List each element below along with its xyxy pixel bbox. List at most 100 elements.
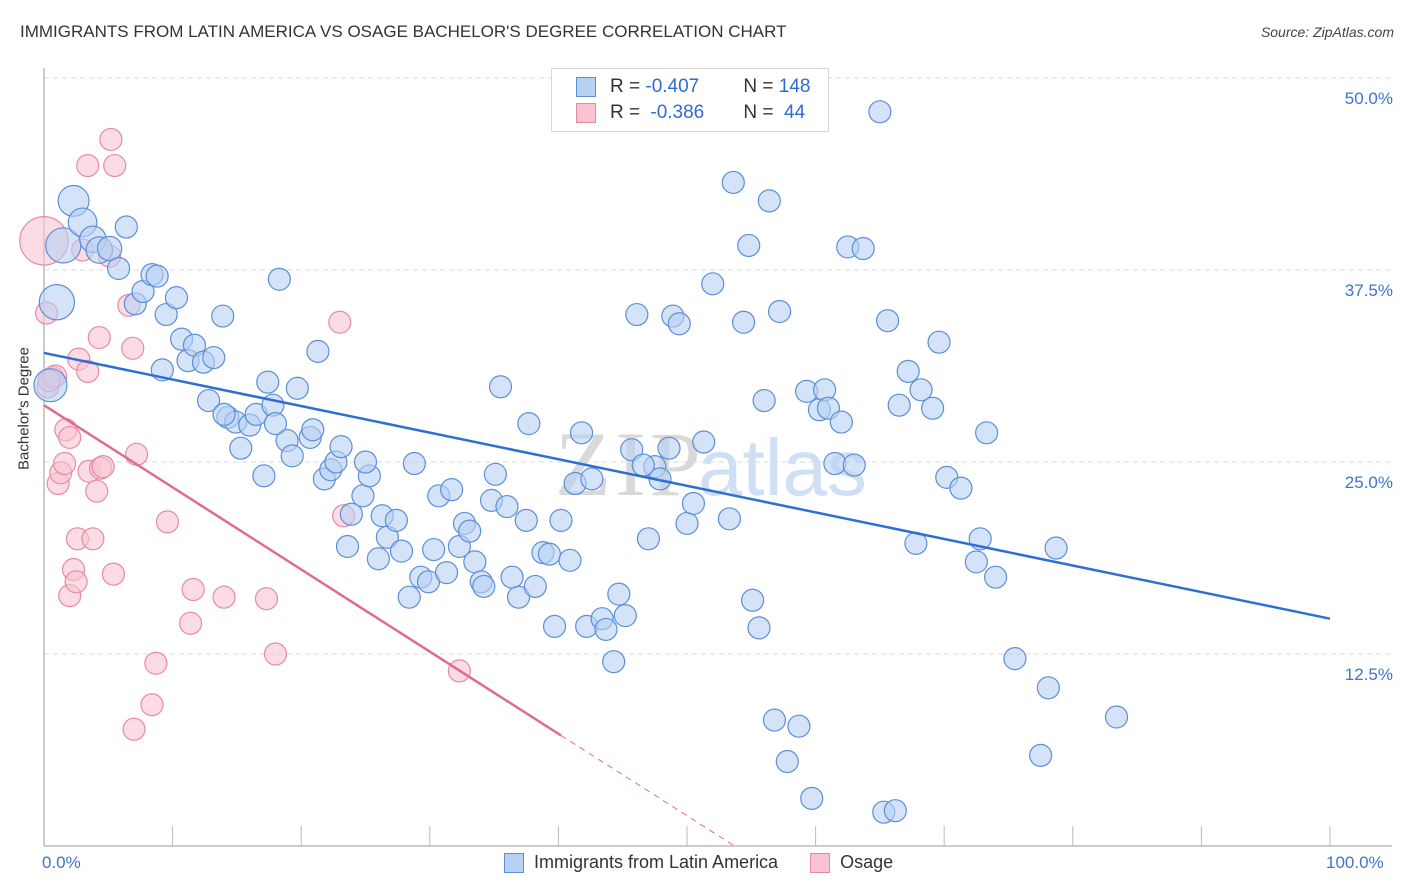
osage-point: [52, 451, 77, 476]
osage-point: [263, 642, 288, 666]
osage-point: [76, 359, 100, 383]
latin-america-point: [434, 560, 459, 585]
latin-america-point: [1029, 743, 1053, 767]
latin-america-points: [33, 100, 1129, 824]
latin-america-point: [514, 508, 538, 532]
r-label: R =: [610, 102, 646, 123]
latin-america-point: [964, 550, 988, 574]
osage-point: [144, 651, 168, 675]
latin-america-point: [851, 236, 875, 261]
latin-america-point: [106, 256, 131, 281]
latin-america-point: [842, 453, 866, 477]
latin-america-point: [463, 550, 487, 574]
latin-america-point: [285, 376, 309, 400]
latin-america-point: [351, 484, 375, 508]
osage-point: [155, 510, 180, 534]
latin-america-point: [422, 537, 446, 562]
osage-point: [91, 455, 115, 479]
latin-america-point: [667, 312, 691, 336]
axes: [43, 68, 1392, 847]
latin-america-point: [483, 462, 507, 486]
latin-america-point: [542, 614, 567, 638]
latin-america-point: [883, 799, 907, 823]
latin-america-point: [440, 478, 464, 502]
osage-trend-line: [43, 404, 562, 737]
y-axis-label-text: Bachelor's Degree: [15, 347, 33, 470]
latin-america-point: [692, 430, 716, 454]
latin-america-point: [301, 418, 325, 442]
stats-row-osage: R = -0.386 N = 44: [576, 101, 805, 125]
latin-america-point: [366, 547, 390, 571]
latin-america-point: [517, 412, 541, 436]
latin-america-point: [984, 565, 1008, 589]
osage-point: [122, 717, 146, 741]
osage-point: [99, 127, 123, 152]
latin-america-point: [549, 508, 573, 532]
r-value: -0.407: [645, 76, 700, 97]
y-tick-label: 12.5%: [1345, 665, 1393, 684]
latin-america-point: [402, 451, 426, 476]
latin-america-point: [38, 284, 76, 321]
latin-america-point: [569, 421, 594, 445]
latin-america-point: [949, 476, 973, 500]
chart-title: IMMIGRANTS FROM LATIN AMERICA VS OSAGE B…: [20, 22, 787, 41]
latin-america-point: [681, 491, 706, 516]
r-value: -0.386: [650, 102, 705, 123]
latin-america-point: [280, 444, 304, 468]
osage-trend-extension: [560, 734, 735, 847]
latin-america-point: [1003, 647, 1027, 671]
n-value: 148: [778, 76, 811, 97]
latin-america-point: [335, 534, 360, 559]
n-label: N =: [743, 76, 779, 97]
latin-america-point: [823, 451, 847, 476]
legend-swatch-pink: [576, 103, 596, 123]
latin-america-point: [717, 507, 742, 531]
x-tick-label-max: 100.0%: [1326, 853, 1384, 872]
latin-america-point: [114, 215, 138, 239]
legend-swatch-latin-america: [504, 852, 524, 873]
latin-america-point: [927, 330, 951, 354]
osage-point: [101, 562, 126, 586]
latin-america-point: [384, 508, 408, 532]
latin-america-point: [737, 233, 761, 258]
osage-point: [81, 527, 105, 551]
latin-america-point: [762, 708, 787, 732]
latin-america-point: [868, 100, 892, 124]
x-tick-label-min: 0.0%: [42, 853, 81, 872]
latin-america-point: [740, 588, 765, 612]
latin-america-point: [657, 436, 681, 460]
source-credit: Source: ZipAtlas.com: [1260, 24, 1394, 40]
latin-america-point: [636, 527, 661, 551]
latin-america-point: [472, 574, 496, 599]
osage-point: [121, 336, 145, 360]
latin-america-point: [329, 435, 353, 459]
latin-america-point: [500, 565, 524, 589]
latin-america-point: [389, 539, 414, 563]
latin-america-point: [767, 299, 792, 324]
latin-america-point: [495, 494, 519, 519]
gridlines: [44, 77, 1392, 655]
latin-america-point: [229, 436, 253, 460]
latin-america-point: [607, 582, 631, 606]
osage-point: [76, 153, 100, 178]
latin-america-point: [488, 375, 513, 399]
stats-legend: R = -0.407 N = 148 R = -0.386 N = 44: [551, 68, 829, 132]
latin-america-point: [800, 786, 824, 810]
latin-america-point: [787, 714, 811, 738]
latin-america-point: [263, 412, 288, 436]
latin-america-point: [1036, 676, 1060, 700]
latin-america-point: [537, 542, 561, 566]
latin-america-point: [211, 304, 235, 328]
latin-america-point: [909, 378, 933, 402]
latin-america-point: [197, 388, 221, 413]
latin-america-point: [721, 170, 745, 195]
latin-america-point: [613, 603, 637, 628]
latin-america-point: [145, 264, 169, 288]
latin-america-point: [164, 286, 189, 310]
latin-america-point: [96, 235, 123, 262]
latin-america-point: [631, 453, 655, 477]
latin-america-point: [523, 574, 547, 599]
n-label: N =: [743, 102, 779, 123]
osage-point: [254, 587, 279, 611]
legend-label-latin-america: Immigrants from Latin America: [534, 852, 779, 872]
